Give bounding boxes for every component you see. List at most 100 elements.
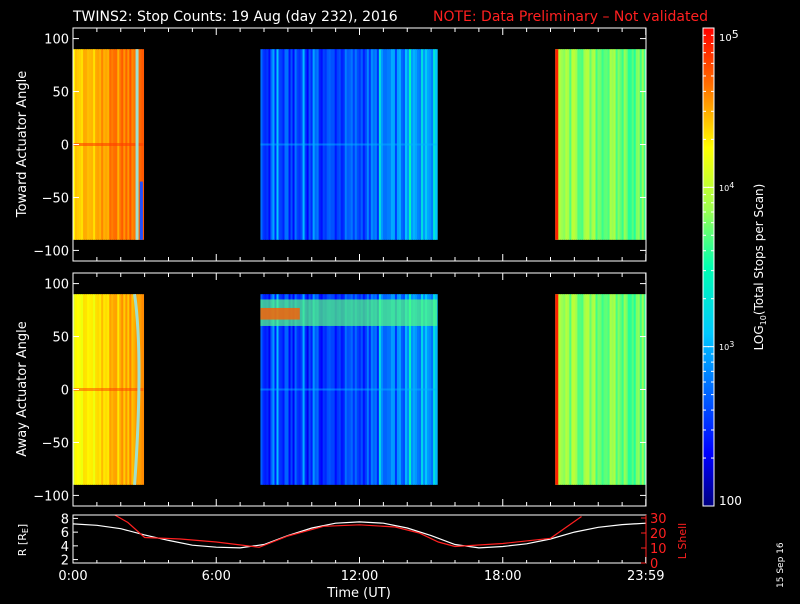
heat-column (599, 49, 603, 240)
heat-column (579, 49, 583, 240)
heat-column (581, 49, 585, 240)
y-tick-label: 50 (52, 86, 69, 101)
heat-column (609, 49, 613, 240)
colorbar-tick-label-1e4-exp: 4 (729, 181, 734, 190)
data-segment (555, 294, 646, 485)
heat-column (583, 294, 587, 485)
heat-column (579, 294, 583, 485)
heat-column (565, 49, 568, 240)
heat-column (571, 49, 574, 240)
heat-column (557, 49, 560, 240)
heat-column (581, 294, 585, 485)
colorbar-tick-label-100: 100 (719, 494, 742, 508)
colorbar-tick-label-1e4: 104 (719, 181, 734, 193)
heat-column (603, 49, 607, 240)
l-shell-line (114, 515, 582, 548)
heat-column (605, 294, 609, 485)
heat-column (627, 49, 631, 240)
y-tick-label: 0 (61, 384, 69, 399)
y-tick-label: 100 (44, 278, 69, 293)
heat-column (595, 49, 599, 240)
heat-column (561, 294, 564, 485)
heat-column (567, 49, 570, 240)
x-tick-label: 12:00 (341, 569, 378, 584)
y-tick-label: −50 (42, 436, 69, 451)
heat-column (599, 294, 603, 485)
heat-column (611, 294, 615, 485)
colorbar-tick-label-1e3-base: 10 (719, 343, 729, 352)
heat-column (611, 49, 615, 240)
heat-column (617, 294, 621, 485)
panelTop-data (73, 28, 646, 261)
segment-edge (555, 294, 559, 485)
radial-distance-line (73, 521, 646, 549)
colorbar-tick-label-1e5-exp: 5 (732, 28, 739, 41)
heat-column (607, 49, 611, 240)
x-tick-label: 6:00 (202, 569, 231, 584)
y-tick-label: −100 (33, 244, 69, 259)
heat-column (635, 294, 639, 485)
heat-column (577, 294, 580, 485)
streak-line (135, 49, 139, 240)
heat-column (637, 294, 641, 485)
colorbar (703, 28, 714, 506)
heat-column (569, 49, 572, 240)
heat-column (595, 294, 599, 485)
heat-column (559, 294, 562, 485)
heat-column (629, 294, 633, 485)
heat-column (621, 294, 625, 485)
heat-column (619, 294, 623, 485)
heat-column (591, 49, 595, 240)
data-segment (555, 49, 646, 240)
ephemeris-right-tick-label: 10 (650, 542, 667, 557)
pitch-angle-band (260, 307, 300, 320)
x-tick-label: 18:00 (484, 569, 521, 584)
colorbar-tick-label-1e3: 103 (719, 340, 734, 352)
ephemeris-right-tick-label: 20 (650, 527, 667, 542)
heat-column (627, 294, 631, 485)
colorbar-tick-label-1e4-base: 10 (719, 184, 729, 193)
ephemeris-right-axis-label: L Shell (676, 523, 689, 559)
x-axis-label: Time (UT) (326, 586, 391, 600)
colorbar-label-subscript: 10 (759, 315, 768, 325)
streak-line (133, 293, 141, 485)
heat-column (585, 294, 589, 485)
ephemeris-lines (73, 515, 646, 549)
heat-column (629, 49, 633, 240)
colorbar-label: LOG10(Total Stops per Scan) (752, 184, 768, 351)
heat-column (607, 294, 611, 485)
heat-column (569, 294, 572, 485)
heat-column (577, 49, 580, 240)
heat-column (591, 294, 595, 485)
colorbar-label-pre: LOG (752, 325, 766, 350)
heat-column (631, 294, 635, 485)
panelBot-data (73, 273, 646, 506)
heat-column (601, 49, 605, 240)
ephemeris-left-axis-label-main: R [R (16, 533, 29, 556)
heat-column (575, 294, 578, 485)
y-tick-label: 50 (52, 331, 69, 346)
heat-column (557, 294, 560, 485)
zero-angle-band (73, 143, 144, 146)
zero-angle-band (260, 388, 438, 391)
heat-column (601, 294, 605, 485)
heat-column (605, 49, 609, 240)
heat-column (573, 294, 576, 485)
heat-column (615, 49, 619, 240)
heat-column (617, 49, 621, 240)
y-tick-label: 0 (61, 139, 69, 154)
heat-column (615, 294, 619, 485)
heat-column (561, 49, 564, 240)
heat-column (567, 294, 570, 485)
heat-column (597, 49, 601, 240)
colorbar-label-post: (Total Stops per Scan) (752, 184, 766, 315)
heat-column (637, 49, 641, 240)
toward-heatmap-panel: 100 50 0 −50 −100 (33, 27, 647, 262)
ephemeris-left-axis-label-subscript: E (21, 528, 30, 533)
colorbar-ticks (703, 34, 714, 507)
zero-angle-band (260, 143, 438, 146)
heat-column (613, 49, 617, 240)
ephemeris-right-tick-label: 30 (650, 512, 667, 527)
